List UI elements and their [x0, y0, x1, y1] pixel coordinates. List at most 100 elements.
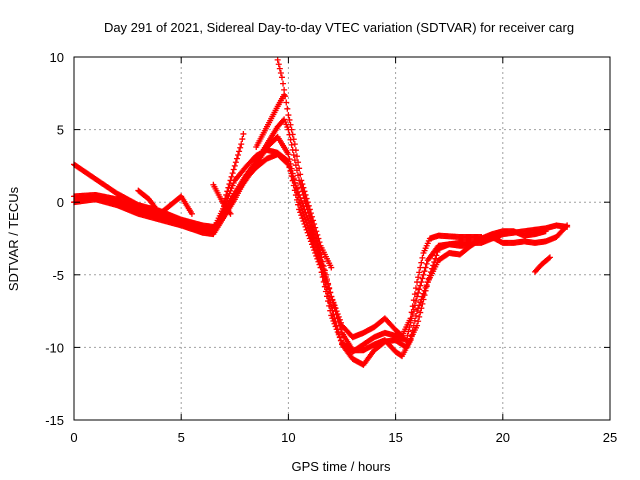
data-point: [416, 269, 423, 276]
data-point: [295, 201, 302, 208]
series-track-1: [71, 151, 485, 341]
data-point: [299, 181, 306, 188]
data-point: [289, 131, 296, 138]
data-point: [224, 188, 231, 195]
axis-ticks: 0 5 10 15 20 25 -15 -10 -5 0 5 10: [45, 50, 617, 445]
data-point: [311, 220, 318, 227]
data-point: [306, 206, 313, 213]
data-point: [226, 181, 233, 188]
data-point: [415, 318, 422, 325]
data-point: [298, 177, 305, 184]
data-point: [308, 241, 315, 248]
data-point: [292, 192, 299, 199]
data-point: [229, 170, 236, 177]
data-point: [331, 304, 338, 311]
data-point: [313, 252, 320, 259]
data-point: [286, 116, 293, 123]
data-point: [322, 288, 329, 295]
series-track-5: [135, 187, 195, 217]
data-point: [313, 228, 320, 235]
data-point: [307, 210, 314, 217]
data-point: [312, 224, 319, 231]
data-point: [231, 162, 238, 169]
data-point: [410, 306, 417, 313]
data-point: [302, 223, 309, 230]
data-point: [308, 213, 315, 220]
x-axis-label: GPS time / hours: [292, 459, 391, 474]
series-track-9: [274, 56, 335, 271]
data-point: [312, 250, 319, 257]
data-point: [300, 218, 307, 225]
data-point: [425, 275, 432, 282]
data-point: [316, 261, 323, 268]
data-point: [286, 163, 293, 170]
y-tick-label: -15: [45, 413, 64, 428]
data-point: [334, 329, 341, 336]
data-point: [291, 141, 298, 148]
data-point: [418, 279, 425, 286]
data-point: [404, 332, 411, 339]
data-point: [328, 312, 335, 319]
x-tick-label: 15: [388, 430, 402, 445]
y-axis-label: SDTVAR / TECUs: [6, 186, 21, 291]
data-point: [317, 264, 324, 271]
data-point: [407, 319, 414, 326]
data-point: [228, 173, 235, 180]
data-point: [290, 182, 297, 189]
data-point: [420, 296, 427, 303]
data-point: [230, 166, 237, 173]
data-point: [299, 215, 306, 222]
data-point: [415, 274, 422, 281]
data-point: [304, 199, 311, 206]
data-point: [303, 195, 310, 202]
data-point: [331, 320, 338, 327]
data-point: [310, 217, 317, 224]
data-point: [314, 231, 321, 238]
data-point: [281, 86, 288, 93]
data-point: [418, 259, 425, 266]
data-point: [431, 259, 438, 266]
data-point: [315, 235, 322, 242]
data-point: [332, 323, 339, 330]
data-point: [304, 229, 311, 236]
data-point: [278, 74, 285, 81]
data-point: [320, 278, 327, 285]
data-point: [221, 199, 228, 206]
data-point: [296, 206, 303, 213]
data-point: [414, 308, 421, 315]
data-point: [188, 210, 195, 217]
data-point: [307, 238, 314, 245]
data-point: [414, 293, 421, 300]
data-point: [421, 292, 428, 299]
data-point: [315, 258, 322, 265]
data-point: [301, 220, 308, 227]
data-point: [415, 289, 422, 296]
data-point: [227, 210, 234, 217]
data-point: [333, 326, 340, 333]
x-tick-label: 10: [281, 430, 295, 445]
y-tick-label: 5: [57, 123, 64, 138]
data-point: [301, 188, 308, 195]
data-point: [316, 239, 323, 246]
data-point: [276, 65, 283, 72]
x-tick-label: 20: [496, 430, 510, 445]
data-point: [320, 273, 327, 280]
data-point: [314, 255, 321, 262]
data-point: [417, 282, 424, 289]
series-track-4: [75, 146, 571, 355]
data-point: [426, 272, 433, 279]
data-point: [429, 265, 436, 272]
data-point: [419, 254, 426, 261]
data-point: [305, 232, 312, 239]
data-point: [306, 235, 313, 242]
data-point: [318, 269, 325, 276]
data-point: [310, 244, 317, 251]
data-point: [222, 195, 229, 202]
data-point: [285, 158, 292, 165]
data-point: [283, 99, 290, 106]
data-point: [432, 255, 439, 262]
data-point: [419, 275, 426, 282]
data-point: [417, 264, 424, 271]
y-tick-label: -10: [45, 340, 64, 355]
